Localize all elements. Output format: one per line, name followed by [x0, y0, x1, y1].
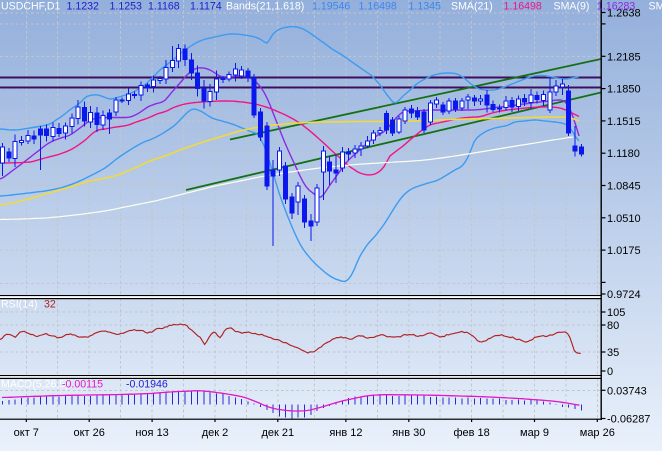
svg-text:USDCHF,D1: USDCHF,D1	[1, 1, 61, 13]
svg-text:1.1515: 1.1515	[607, 116, 641, 128]
svg-text:мар 26: мар 26	[580, 427, 615, 439]
svg-text:фев 18: фев 18	[453, 427, 489, 439]
svg-text:1.2638: 1.2638	[607, 8, 641, 20]
svg-text:-0.06287: -0.06287	[607, 414, 650, 426]
svg-text:35: 35	[607, 347, 619, 359]
svg-text:окт 26: окт 26	[74, 427, 105, 439]
svg-text:-0.00115: -0.00115	[62, 379, 103, 391]
svg-text:SMA(1: SMA(1	[649, 1, 662, 13]
svg-text:янв 12: янв 12	[329, 427, 362, 439]
svg-text:1.16498: 1.16498	[504, 1, 542, 13]
svg-text:окт 7: окт 7	[14, 427, 39, 439]
svg-text:105: 105	[607, 307, 625, 319]
svg-text:1.16498: 1.16498	[359, 1, 397, 13]
svg-text:0.03743: 0.03743	[607, 385, 647, 397]
svg-text:1.1174: 1.1174	[190, 1, 222, 13]
svg-text:1.1253: 1.1253	[110, 1, 143, 13]
svg-text:1.1232: 1.1232	[67, 1, 100, 13]
svg-text:-0.01946: -0.01946	[126, 379, 168, 391]
svg-text:RSI(14): RSI(14)	[1, 299, 38, 311]
svg-text:MACD(5,26,5): MACD(5,26,5)	[1, 379, 69, 391]
svg-text:1.19546: 1.19546	[312, 1, 350, 13]
svg-text:SMA(9): SMA(9)	[554, 1, 590, 13]
svg-text:1.0510: 1.0510	[607, 213, 641, 225]
svg-text:1.1168: 1.1168	[148, 1, 180, 13]
svg-text:0: 0	[607, 366, 613, 378]
svg-text:1.16283: 1.16283	[597, 1, 635, 13]
svg-text:янв 30: янв 30	[392, 427, 425, 439]
svg-text:мар 9: мар 9	[520, 427, 549, 439]
svg-text:1.1850: 1.1850	[607, 84, 641, 96]
svg-text:Bands(21,1.618): Bands(21,1.618)	[226, 1, 304, 13]
svg-text:1.2185: 1.2185	[607, 51, 641, 63]
svg-text:дек 2: дек 2	[202, 427, 229, 439]
svg-text:1.1180: 1.1180	[607, 148, 640, 160]
svg-text:ноя 13: ноя 13	[135, 427, 168, 439]
svg-text:1.1345: 1.1345	[409, 1, 442, 13]
svg-text:1.0845: 1.0845	[607, 181, 641, 193]
svg-text:0.9724: 0.9724	[607, 289, 641, 301]
svg-text:32: 32	[44, 299, 56, 311]
svg-text:SMA(21): SMA(21)	[451, 1, 493, 13]
svg-text:80: 80	[607, 320, 619, 332]
svg-text:1.0175: 1.0175	[607, 245, 641, 257]
svg-text:дек 21: дек 21	[261, 427, 294, 439]
